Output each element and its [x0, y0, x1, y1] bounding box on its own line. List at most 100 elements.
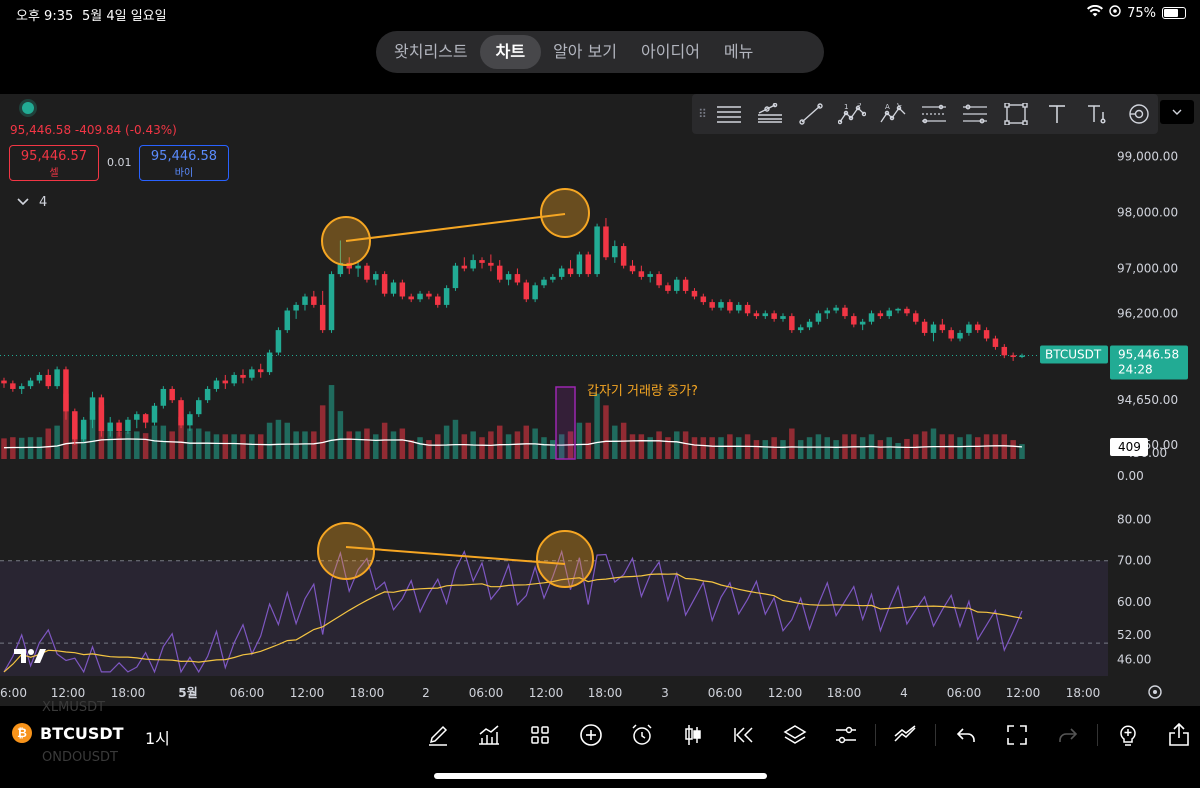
- tab-explore[interactable]: 알아 보기: [553, 42, 618, 61]
- text-icon[interactable]: [1037, 98, 1076, 130]
- tab-watchlist[interactable]: 왓치리스트: [394, 42, 468, 61]
- sell-button[interactable]: 95,446.57 셀: [9, 145, 99, 181]
- redo-icon[interactable]: [1042, 718, 1093, 752]
- candle-body: [886, 310, 892, 317]
- time-axis-label: 06:00: [947, 686, 982, 700]
- candle-body: [496, 265, 503, 280]
- volume-bar: [125, 431, 131, 459]
- candle-body: [1, 380, 7, 384]
- time-axis-label: 06:00: [469, 686, 504, 700]
- candle-body: [505, 274, 512, 280]
- volume-bar: [762, 440, 769, 459]
- settings-sliders-icon[interactable]: [820, 718, 871, 752]
- candle-body: [443, 288, 450, 305]
- candle-body: [957, 332, 963, 339]
- share-icon[interactable]: [1153, 718, 1200, 752]
- fullscreen-icon[interactable]: [991, 718, 1042, 752]
- candle-body: [789, 316, 795, 331]
- candle-body: [594, 226, 600, 275]
- tab-menu[interactable]: 메뉴: [723, 42, 754, 61]
- top-nav: 왓치리스트 차트 알아 보기 아이디어 메뉴: [376, 31, 824, 73]
- alarm-icon[interactable]: [616, 718, 667, 752]
- battery-percent: 75%: [1127, 5, 1156, 21]
- tab-chart[interactable]: 차트: [479, 35, 542, 69]
- volume-bar: [904, 438, 910, 459]
- ideas-icon[interactable]: [880, 718, 931, 752]
- candle-body: [116, 422, 122, 431]
- volume-bar: [302, 431, 308, 459]
- chevron-down-icon[interactable]: [1160, 100, 1194, 124]
- rsi-peak-circle-1: [317, 522, 375, 580]
- grip-icon[interactable]: ⠿: [698, 107, 707, 121]
- candle-body: [771, 313, 777, 319]
- volume-bar: [63, 393, 69, 459]
- layers-icon[interactable]: [769, 718, 820, 752]
- volume-bar: [319, 405, 326, 459]
- candle-body: [833, 307, 839, 311]
- candle-body: [328, 274, 335, 331]
- rectangle-icon[interactable]: [996, 98, 1035, 130]
- volume-bar: [160, 425, 167, 459]
- volume-bar: [992, 434, 999, 459]
- chart-area[interactable]: 갑자기 거래량 증가? 99,000.00 98,000.00 97,000.00 96…: [0, 94, 1200, 706]
- undo-icon[interactable]: [940, 718, 991, 752]
- candle-body: [930, 324, 937, 333]
- candle-body: [160, 388, 167, 406]
- candle-body: [842, 307, 848, 317]
- candle-body: [98, 397, 105, 431]
- candle-body: [408, 296, 414, 300]
- horizontal-lines-icon[interactable]: [709, 98, 748, 130]
- candle-body: [612, 246, 618, 258]
- volume-bar: [284, 422, 291, 459]
- time-axis-label: 18:00: [1066, 686, 1101, 700]
- volume-bar: [833, 440, 839, 459]
- last-price-value: 95,446.58: [1118, 348, 1179, 362]
- volume-bar: [116, 431, 122, 459]
- volume-bar: [859, 437, 866, 459]
- buy-button[interactable]: 95,446.58 바이: [139, 145, 229, 181]
- quote-summary: 95,446.58 -409.84 (-0.43%): [10, 123, 177, 137]
- trend-line-icon[interactable]: [791, 98, 830, 130]
- grid-layout-icon[interactable]: [514, 718, 565, 752]
- time-axis-label: 18:00: [111, 686, 146, 700]
- volume-bar: [426, 440, 432, 459]
- time-axis-label: 3: [661, 686, 669, 700]
- volume-bar: [178, 416, 184, 459]
- price-note-icon[interactable]: [1078, 98, 1117, 130]
- tab-ideas[interactable]: 아이디어: [641, 42, 700, 61]
- symbol-selector[interactable]: ₿ BTCUSDT: [12, 723, 124, 743]
- interval-selector[interactable]: 1시: [145, 729, 170, 748]
- eye-icon[interactable]: [1119, 98, 1158, 130]
- replay-icon[interactable]: [718, 718, 769, 752]
- lightbulb-icon[interactable]: [1102, 718, 1153, 752]
- plus-circle-icon[interactable]: [565, 718, 616, 752]
- volume-bar: [541, 437, 547, 459]
- volume-spike-note: 갑자기 거래량 증가?: [587, 384, 698, 399]
- candle-body: [735, 304, 742, 311]
- svg-text:5: 5: [857, 103, 861, 108]
- indicators-collapse-button[interactable]: 4: [9, 191, 55, 213]
- sell-price: 95,446.57: [20, 149, 88, 164]
- fib-retracement-icon[interactable]: [750, 98, 789, 130]
- volume-bar: [328, 385, 335, 459]
- candle-body: [851, 316, 857, 325]
- price-range-icon[interactable]: [955, 98, 994, 130]
- candle-type-icon[interactable]: [667, 718, 718, 752]
- candle-body: [80, 419, 87, 440]
- rsi-band-fill: [0, 560, 1108, 676]
- price-chart[interactable]: 갑자기 거래량 증가? 99,000.00 98,000.00 97,000.00 96…: [0, 94, 1200, 706]
- status-bar: 오후 9:35 5월 4일 일요일 75%: [0, 0, 1200, 26]
- indicators-icon[interactable]: [463, 718, 514, 752]
- parallel-channel-icon[interactable]: [914, 98, 953, 130]
- pencil-icon[interactable]: [412, 718, 463, 752]
- candle-body: [718, 302, 724, 308]
- volume-bar: [921, 431, 928, 459]
- candle-body: [63, 369, 69, 412]
- candle-body: [426, 293, 432, 297]
- buy-label: 바이: [174, 168, 194, 179]
- price-axis-label: 94,650.00: [1117, 393, 1178, 407]
- time-axis-label: 18:00: [827, 686, 862, 700]
- price-axis-label: 99,000.00: [1117, 149, 1178, 163]
